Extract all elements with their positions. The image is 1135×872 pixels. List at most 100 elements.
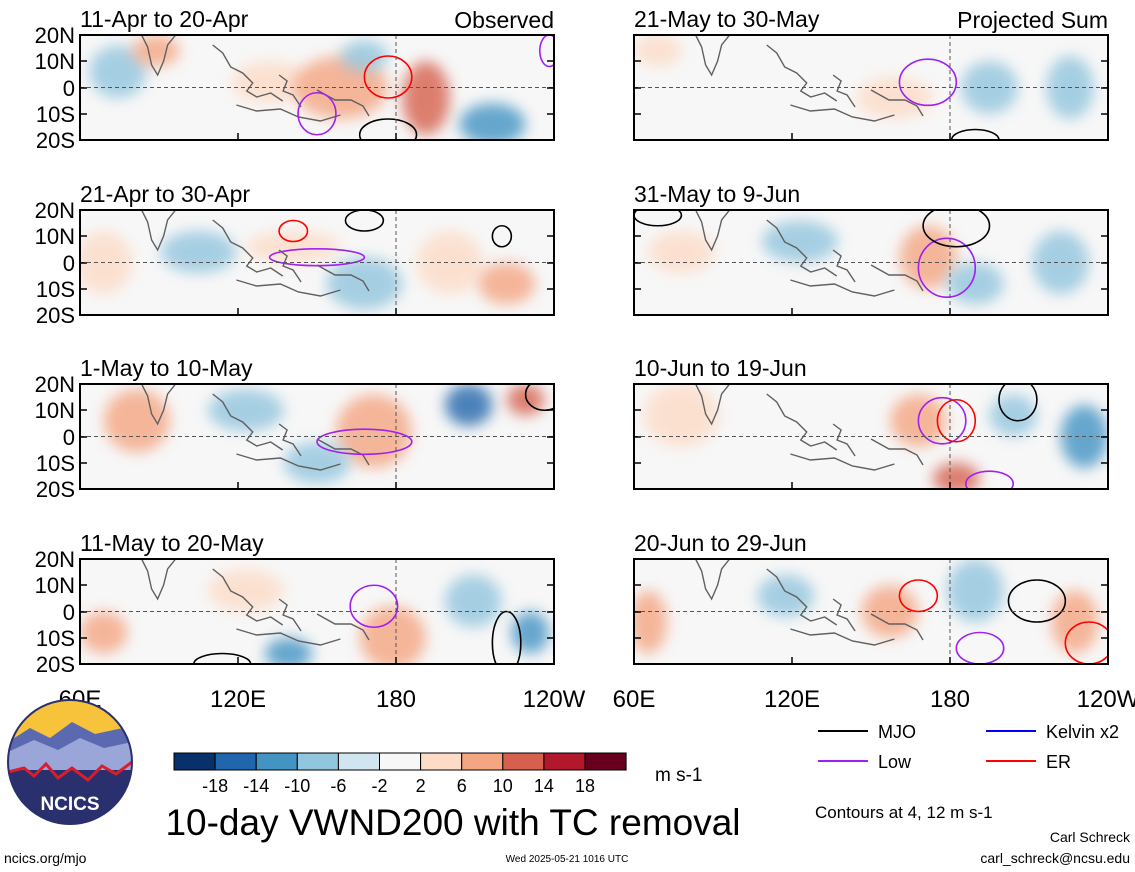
- field-shading: [80, 569, 550, 664]
- coastline: [140, 384, 370, 471]
- contour-line: [898, 579, 939, 613]
- footer-timestamp: Wed 2025-05-21 1016 UTC: [506, 854, 629, 865]
- panel-tag: Observed: [454, 7, 554, 33]
- y-tick-label: 20S: [36, 303, 75, 328]
- colorbar-label: 14: [534, 776, 554, 796]
- x-tick-right-1: 120E: [764, 686, 820, 713]
- panel-7: 10-Jun to 19-Jun: [633, 355, 1109, 490]
- colorbar-swatch: [461, 752, 504, 771]
- y-tick-label: 20N: [35, 23, 75, 48]
- panel-8: 20-Jun to 29-Jun: [633, 530, 1109, 665]
- author-name: Carl Schreck: [1050, 829, 1131, 845]
- x-axis-left: 60E 120E 180 120W: [59, 686, 586, 713]
- legend-label-kelvin: Kelvin x2: [1046, 722, 1119, 742]
- panel-period-title: 11-May to 20-May: [80, 530, 264, 556]
- field-blob: [1051, 590, 1099, 654]
- legend-label-er: ER: [1046, 752, 1071, 772]
- contour-line: [491, 224, 513, 248]
- contour-line: [898, 58, 958, 107]
- units-label: m s-1: [655, 765, 703, 786]
- contour-line: [950, 128, 1000, 140]
- panel-period-title: 1-May to 10-May: [80, 355, 253, 381]
- y-tick-label: 10N: [35, 398, 75, 423]
- x-tick-left-1: 120E: [210, 686, 266, 713]
- field-blob: [359, 606, 427, 664]
- contour-line: [344, 210, 385, 232]
- coastline: [140, 559, 370, 646]
- legend: MJO Kelvin x2 Low ER: [818, 722, 1119, 772]
- field-blob: [643, 384, 720, 447]
- colorbar-swatch: [543, 752, 586, 771]
- field-blob: [264, 637, 313, 664]
- field-blob: [103, 389, 171, 453]
- y-tick-label: 0: [63, 600, 75, 625]
- x-tick-left-2: 180: [376, 686, 416, 713]
- y-tick-label: 20N: [35, 372, 75, 397]
- field-blob: [245, 231, 341, 263]
- coastline: [140, 35, 370, 122]
- field-blob: [402, 61, 450, 135]
- field-blob: [478, 262, 536, 305]
- colorbar-swatch: [296, 752, 339, 771]
- x-tick-right-0: 60E: [613, 686, 656, 713]
- field-blob: [1032, 231, 1090, 294]
- field-blob: [459, 103, 526, 140]
- contour-line: [297, 91, 337, 136]
- colorbar-swatch: [337, 752, 380, 771]
- contour-line: [268, 248, 366, 267]
- panel-period-title: 21-May to 30-May: [634, 6, 820, 32]
- contour-note: Contours at 4, 12 m s-1: [815, 803, 993, 822]
- footer-url: ncics.org/mjo: [4, 850, 87, 866]
- colorbar-label: -6: [330, 776, 346, 796]
- field-blob: [899, 225, 957, 289]
- contour-line: [192, 652, 252, 664]
- panel-period-title: 20-Jun to 29-Jun: [634, 530, 807, 556]
- y-tick-label: 20N: [35, 547, 75, 572]
- contour-line: [922, 210, 991, 248]
- field-blob: [989, 394, 1037, 437]
- contour-line: [1064, 621, 1108, 664]
- coastline: [694, 384, 924, 471]
- contour-line: [965, 470, 1014, 489]
- x-axis-right: 60E 120E 180 120W: [613, 686, 1135, 713]
- contour-line: [538, 35, 554, 68]
- field-blob: [160, 231, 237, 273]
- coastline: [140, 210, 370, 297]
- panel-period-title: 10-Jun to 19-Jun: [634, 355, 807, 381]
- contour-line: [936, 398, 977, 443]
- colorbar-label: -10: [284, 776, 310, 796]
- colorbar-swatch: [584, 752, 627, 771]
- y-tick-label: 10S: [36, 102, 75, 127]
- contour-line: [634, 210, 683, 227]
- field-blob: [634, 35, 682, 67]
- colorbar-swatch: [379, 752, 422, 771]
- y-tick-label: 20S: [36, 652, 75, 677]
- field-blob: [416, 231, 483, 294]
- logo-text: NCICS: [40, 794, 99, 815]
- author-email: carl_schreck@ncsu.edu: [980, 850, 1130, 866]
- field-blob: [961, 61, 1018, 114]
- field-blob: [946, 559, 1004, 622]
- colorbar: -18 -14 -10 -6 -2 2 6 10 14 18: [173, 752, 627, 796]
- panel-period-title: 31-May to 9-Jun: [634, 181, 800, 207]
- y-tick-label: 20S: [36, 128, 75, 153]
- y-tick-label: 10S: [36, 277, 75, 302]
- y-tick-label: 10N: [35, 573, 75, 598]
- field-blob: [207, 389, 284, 432]
- field-blob: [132, 35, 180, 67]
- field-blob: [340, 40, 389, 72]
- y-tick-label: 0: [63, 425, 75, 450]
- colorbar-label: 6: [457, 776, 467, 796]
- y-tick-label: 10N: [35, 49, 75, 74]
- contour-line: [998, 384, 1038, 422]
- colorbar-swatch: [502, 752, 545, 771]
- field-blob: [207, 569, 284, 612]
- colorbar-label: -2: [371, 776, 387, 796]
- contour-line: [349, 584, 399, 629]
- panel-6: 31-May to 9-Jun: [633, 181, 1109, 316]
- x-tick-right-3: 120W: [1077, 686, 1135, 713]
- y-tick-label: 10S: [36, 626, 75, 651]
